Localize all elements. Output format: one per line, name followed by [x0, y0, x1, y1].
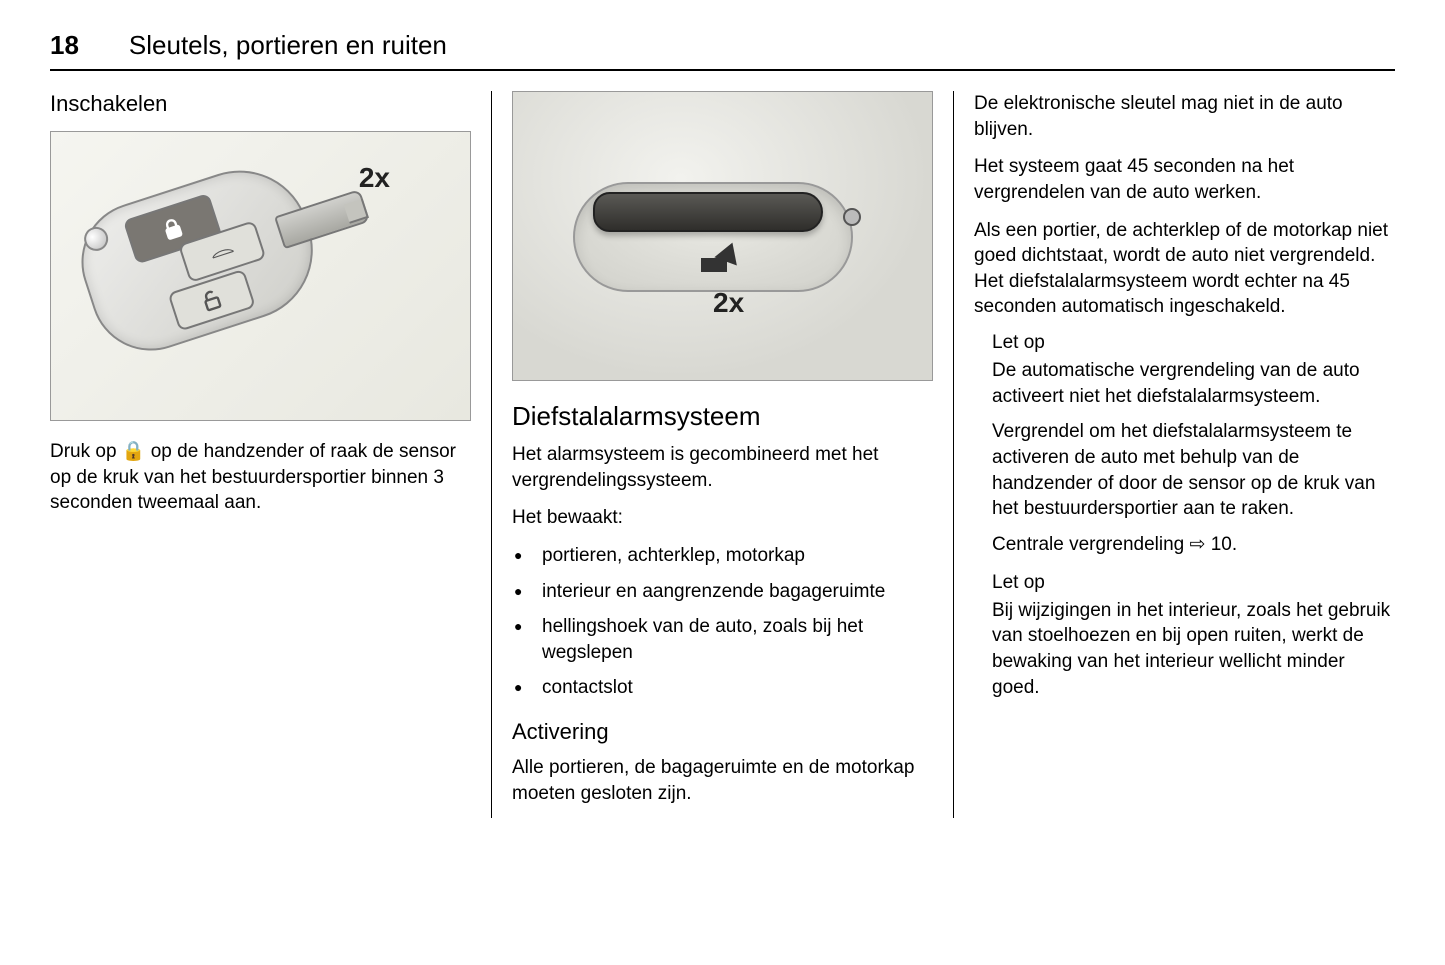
- col3-p2: Het systeem gaat 45 seconden na het verg…: [974, 154, 1395, 205]
- page-header: 18 Sleutels, portieren en ruiten: [50, 30, 1395, 71]
- column-3: De elektronische sleutel mag niet in de …: [954, 91, 1395, 818]
- door-handle-illustration: [593, 192, 823, 232]
- col3-p1: De elektronische sleutel mag niet in de …: [974, 91, 1395, 142]
- figure-label-2x: 2x: [359, 162, 390, 194]
- col1-body-text: Druk op 🔒 op de handzender of raak de se…: [50, 439, 471, 516]
- note-block-2: Let op Bij wijzigingen in het interieur,…: [974, 572, 1395, 701]
- page-number: 18: [50, 30, 79, 61]
- sensor-arrow-icon: [691, 242, 735, 272]
- column-2: 2x Diefstalalarmsysteem Het alarmsysteem…: [492, 91, 954, 818]
- heading-activering: Activering: [512, 719, 933, 745]
- figure-door-handle: 2x: [512, 91, 933, 381]
- figure-label-2x: 2x: [713, 287, 744, 319]
- column-1: Inschakelen: [50, 91, 492, 818]
- list-item: contactslot: [542, 675, 933, 701]
- list-item: portieren, achterklep, motorkap: [542, 543, 933, 569]
- note1-p3-xref: Centrale vergrendeling ⇨ 10.: [992, 532, 1395, 558]
- note2-body: Bij wijzigingen in het interieur, zoals …: [992, 598, 1395, 701]
- alarm-intro-1: Het alarmsysteem is gecombineerd met het…: [512, 442, 933, 493]
- heading-diefstalalarmsysteem: Diefstalalarmsysteem: [512, 401, 933, 432]
- col3-p3: Als een portier, de achterklep of de mot…: [974, 218, 1395, 321]
- note-title: Let op: [992, 332, 1395, 354]
- alarm-bullet-list: portieren, achterklep, motorkap interieu…: [512, 543, 933, 701]
- note-title: Let op: [992, 572, 1395, 594]
- list-item: hellingshoek van de auto, zoals bij het …: [542, 614, 933, 665]
- list-item: interieur en aangrenzende bagageruimte: [542, 579, 933, 605]
- activation-text: Alle portieren, de bagageruimte en de mo…: [512, 755, 933, 806]
- heading-inschakelen: Inschakelen: [50, 91, 471, 117]
- alarm-intro-2: Het bewaakt:: [512, 505, 933, 531]
- note-block-1: Let op De automatische vergrendeling van…: [974, 332, 1395, 557]
- chapter-title: Sleutels, portieren en ruiten: [129, 30, 447, 61]
- content-columns: Inschakelen: [50, 91, 1395, 818]
- figure-key-fob: 2x: [50, 131, 471, 421]
- keyhole-icon: [843, 208, 861, 226]
- note1-p1: De automatische vergrendeling van de aut…: [992, 358, 1395, 409]
- note1-p2: Vergrendel om het diefstalalarmsysteem t…: [992, 419, 1395, 522]
